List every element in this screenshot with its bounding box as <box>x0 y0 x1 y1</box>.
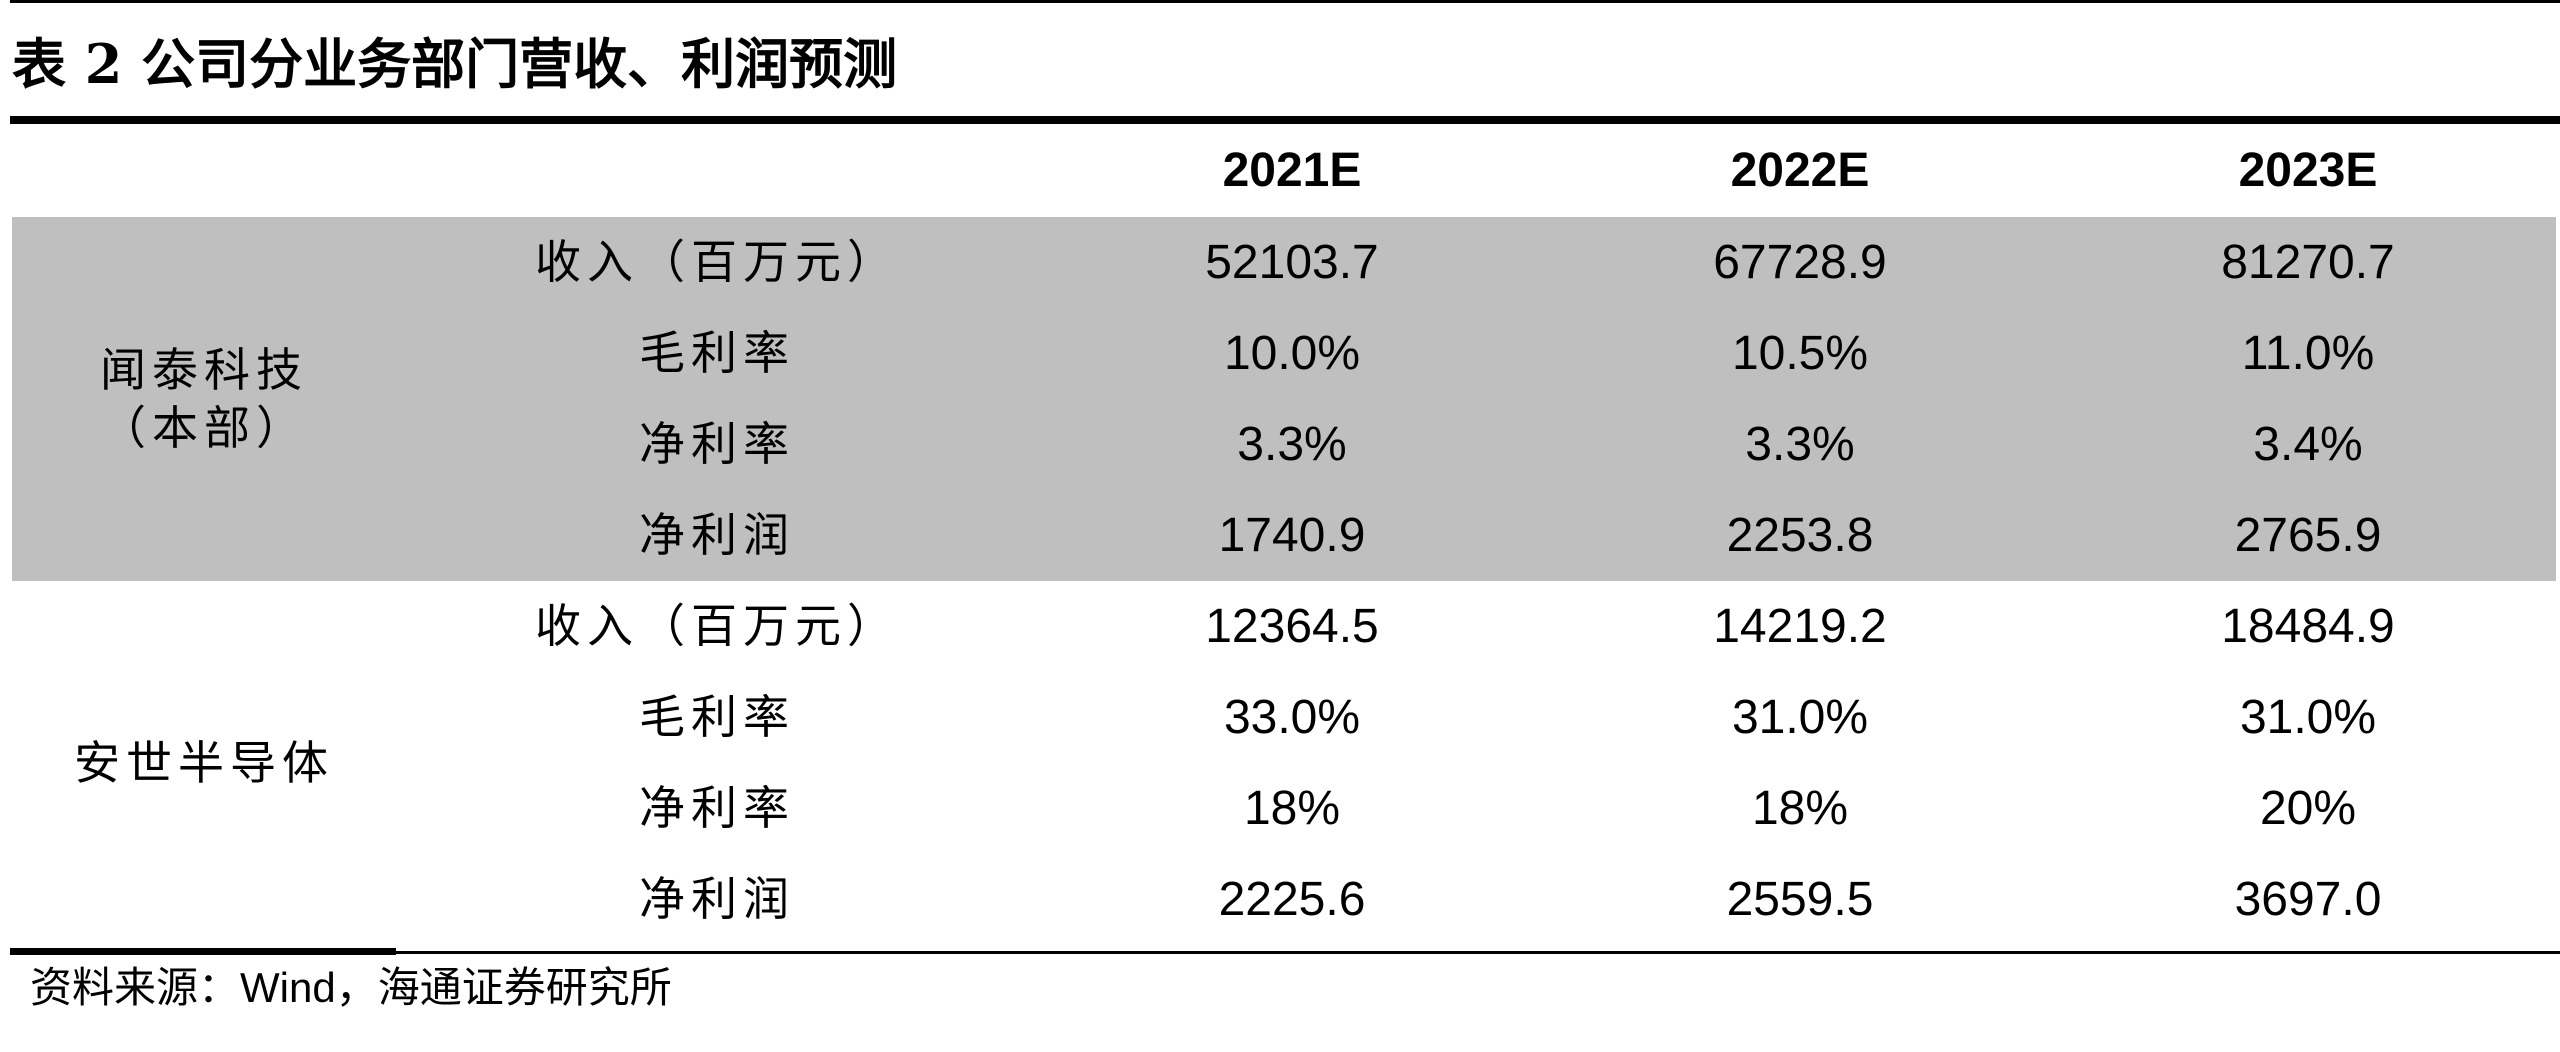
group-label: 闻泰科技（本部） <box>12 217 396 581</box>
value-cell: 2225.6 <box>1218 873 1366 926</box>
value-cell: 2765.9 <box>2234 509 2382 562</box>
value-cell: 1740.9 <box>1218 509 1366 562</box>
group-label: 安世半导体 <box>12 581 396 945</box>
source-note: 资料来源：Wind，海通证券研究所 <box>30 958 672 1018</box>
metric-label: 净利率 <box>639 781 795 835</box>
group-nexperia: 安世半导体 收入（百万元） 12364.5 14219.2 18484.9 毛利… <box>12 581 2556 945</box>
group-wingtech-hq: 闻泰科技（本部） 收入（百万元） 52103.7 67728.9 81270.7… <box>12 217 2556 581</box>
table-row: 净利润 2225.6 2559.5 3697.0 <box>12 854 2556 945</box>
column-header-2022e: 2022E <box>1730 144 1870 197</box>
title-rule <box>10 116 2560 124</box>
value-cell: 10.0% <box>1223 327 1361 380</box>
value-cell: 14219.2 <box>1713 600 1887 653</box>
bottom-rule-accent <box>10 948 396 955</box>
metric-label: 收入（百万元） <box>535 599 899 653</box>
source-suffix: ，海通证券研究所 <box>335 963 672 1012</box>
value-cell: 3697.0 <box>2234 873 2382 926</box>
table-row: 净利润 1740.9 2253.8 2765.9 <box>12 490 2556 581</box>
table-row: 毛利率 33.0% 31.0% 31.0% <box>12 672 2556 763</box>
metric-label: 毛利率 <box>639 690 795 744</box>
value-cell: 52103.7 <box>1205 236 1379 289</box>
value-cell: 12364.5 <box>1205 600 1379 653</box>
source-prefix: 资料来源： <box>30 963 241 1012</box>
header-row: 2021E 2022E 2023E <box>12 124 2556 217</box>
value-cell: 3.4% <box>2253 418 2363 471</box>
value-cell: 18% <box>1751 782 1849 835</box>
table-row: 收入（百万元） 52103.7 67728.9 81270.7 <box>12 217 2556 308</box>
metric-label: 净利率 <box>639 417 795 471</box>
table-row: 毛利率 10.0% 10.5% 11.0% <box>12 308 2556 399</box>
value-cell: 2253.8 <box>1726 509 1874 562</box>
value-cell: 18% <box>1243 782 1341 835</box>
value-cell: 31.0% <box>2239 691 2377 744</box>
value-cell: 20% <box>2259 782 2357 835</box>
value-cell: 31.0% <box>1731 691 1869 744</box>
value-cell: 67728.9 <box>1713 236 1887 289</box>
table-row: 净利率 3.3% 3.3% 3.4% <box>12 399 2556 490</box>
top-rule <box>10 0 2560 3</box>
value-cell: 3.3% <box>1745 418 1855 471</box>
metric-label: 净利润 <box>639 508 795 562</box>
group-name: 安世半导体 <box>74 736 334 790</box>
source-wind: Wind <box>240 964 336 1011</box>
table-row: 净利率 18% 18% 20% <box>12 763 2556 854</box>
metric-label: 收入（百万元） <box>535 235 899 289</box>
value-cell: 81270.7 <box>2221 236 2395 289</box>
value-cell: 33.0% <box>1223 691 1361 744</box>
column-header-2023e: 2023E <box>2238 144 2378 197</box>
value-cell: 3.3% <box>1237 418 1347 471</box>
table-row: 收入（百万元） 12364.5 14219.2 18484.9 <box>12 581 2556 672</box>
value-cell: 10.5% <box>1731 327 1869 380</box>
value-cell: 2559.5 <box>1726 873 1874 926</box>
metric-label: 毛利率 <box>639 326 795 380</box>
value-cell: 11.0% <box>2241 327 2375 380</box>
value-cell: 18484.9 <box>2221 600 2395 653</box>
bottom-rule <box>10 951 2560 954</box>
forecast-table: 2021E 2022E 2023E 闻泰科技（本部） 收入（百万元） 52103… <box>12 124 2556 945</box>
table-title: 表 2 公司分业务部门营收、利润预测 <box>12 32 898 96</box>
column-header-2021e: 2021E <box>1222 144 1362 197</box>
group-name: 闻泰科技（本部） <box>100 343 308 455</box>
metric-label: 净利润 <box>639 872 795 926</box>
